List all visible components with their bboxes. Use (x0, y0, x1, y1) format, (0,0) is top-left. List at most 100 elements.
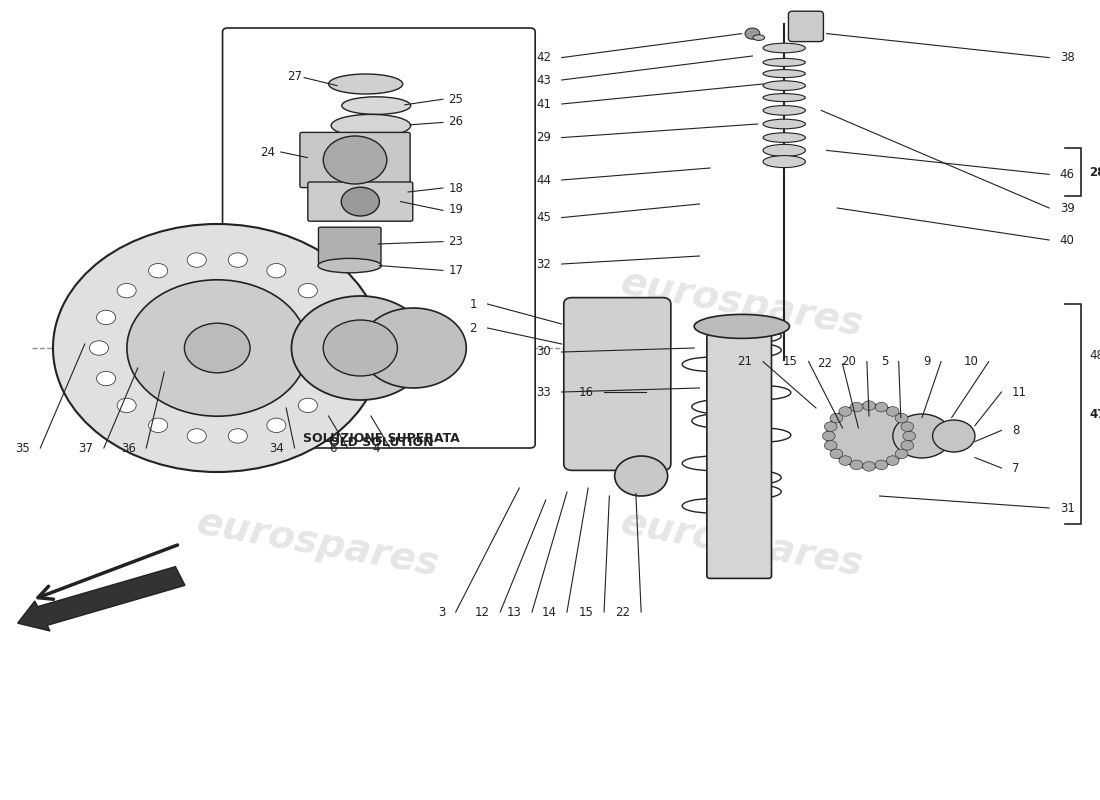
Circle shape (89, 341, 109, 355)
Circle shape (292, 296, 429, 400)
Text: 14: 14 (541, 606, 557, 618)
Circle shape (826, 404, 912, 468)
Ellipse shape (318, 258, 382, 273)
Text: 48: 48 (1089, 350, 1100, 362)
Circle shape (228, 253, 248, 267)
Ellipse shape (763, 144, 805, 157)
Text: 36: 36 (121, 442, 135, 454)
Text: 38: 38 (1059, 51, 1075, 64)
Text: 17: 17 (448, 264, 463, 277)
FancyBboxPatch shape (564, 298, 671, 470)
Circle shape (933, 420, 975, 452)
Circle shape (361, 308, 466, 388)
Circle shape (901, 441, 914, 450)
Circle shape (319, 310, 338, 325)
Text: 40: 40 (1059, 234, 1075, 246)
Circle shape (53, 224, 382, 472)
Text: 12: 12 (474, 606, 490, 618)
Text: eurospares: eurospares (194, 264, 442, 344)
Circle shape (887, 406, 899, 416)
FancyArrow shape (18, 566, 185, 631)
Circle shape (887, 456, 899, 466)
Text: 23: 23 (449, 235, 463, 248)
FancyBboxPatch shape (319, 227, 381, 264)
Text: 41: 41 (536, 98, 551, 110)
Text: 46: 46 (1059, 168, 1075, 181)
Text: 5: 5 (881, 355, 888, 368)
Text: 47: 47 (1089, 408, 1100, 421)
Ellipse shape (694, 314, 790, 338)
Text: 27: 27 (287, 70, 303, 82)
Circle shape (97, 310, 116, 325)
Circle shape (148, 263, 167, 278)
Text: 33: 33 (537, 386, 551, 398)
Text: 15: 15 (783, 355, 798, 368)
Text: eurospares: eurospares (617, 264, 866, 344)
Text: 9: 9 (923, 355, 931, 368)
FancyBboxPatch shape (222, 28, 536, 448)
Circle shape (126, 280, 308, 416)
Ellipse shape (763, 58, 805, 66)
Text: 34: 34 (270, 442, 284, 454)
Circle shape (117, 398, 136, 413)
Ellipse shape (763, 70, 805, 78)
Circle shape (823, 431, 835, 441)
Circle shape (323, 320, 397, 376)
Text: SOLUZIONE SUPERATA: SOLUZIONE SUPERATA (304, 432, 460, 445)
Text: 30: 30 (537, 346, 551, 358)
Text: 22: 22 (817, 358, 832, 370)
Circle shape (615, 456, 668, 496)
Text: 32: 32 (536, 258, 551, 270)
Circle shape (341, 187, 380, 216)
Circle shape (862, 401, 876, 410)
Text: eurospares: eurospares (617, 504, 866, 584)
Text: 15: 15 (579, 606, 594, 618)
Circle shape (876, 460, 888, 470)
Circle shape (298, 398, 318, 413)
Circle shape (876, 402, 888, 412)
Ellipse shape (763, 155, 805, 167)
Circle shape (824, 441, 837, 450)
Text: eurospares: eurospares (194, 504, 442, 584)
Text: 16: 16 (579, 386, 594, 398)
Text: 29: 29 (536, 131, 551, 144)
Text: 8: 8 (1012, 424, 1020, 437)
Circle shape (228, 429, 248, 443)
Text: 39: 39 (1059, 202, 1075, 214)
Circle shape (187, 253, 207, 267)
Text: 19: 19 (448, 203, 463, 216)
Text: 45: 45 (536, 211, 551, 224)
Ellipse shape (342, 97, 410, 114)
Text: 31: 31 (1059, 502, 1075, 514)
Text: 10: 10 (964, 355, 978, 368)
Text: 13: 13 (506, 606, 521, 618)
Text: 1: 1 (470, 298, 477, 310)
Circle shape (901, 422, 914, 431)
Circle shape (148, 418, 167, 433)
Circle shape (862, 462, 876, 471)
Text: OLD SOLUTION: OLD SOLUTION (329, 436, 433, 449)
Text: 6: 6 (330, 442, 337, 454)
FancyBboxPatch shape (707, 334, 771, 578)
Text: 20: 20 (842, 355, 856, 368)
Text: 24: 24 (261, 146, 276, 158)
Circle shape (187, 429, 207, 443)
Ellipse shape (763, 43, 805, 53)
Circle shape (323, 136, 387, 184)
Text: 4: 4 (372, 442, 379, 454)
Ellipse shape (331, 114, 410, 137)
Circle shape (850, 460, 862, 470)
Circle shape (185, 323, 250, 373)
Ellipse shape (763, 106, 805, 115)
Ellipse shape (329, 74, 403, 94)
Text: 3: 3 (438, 606, 446, 618)
Circle shape (903, 431, 915, 441)
Text: 26: 26 (448, 115, 463, 128)
Text: 2: 2 (470, 322, 477, 334)
Circle shape (830, 414, 843, 423)
Circle shape (893, 414, 952, 458)
Circle shape (326, 341, 345, 355)
Text: 28: 28 (1089, 166, 1100, 179)
Text: 22: 22 (616, 606, 630, 618)
Circle shape (850, 402, 862, 412)
